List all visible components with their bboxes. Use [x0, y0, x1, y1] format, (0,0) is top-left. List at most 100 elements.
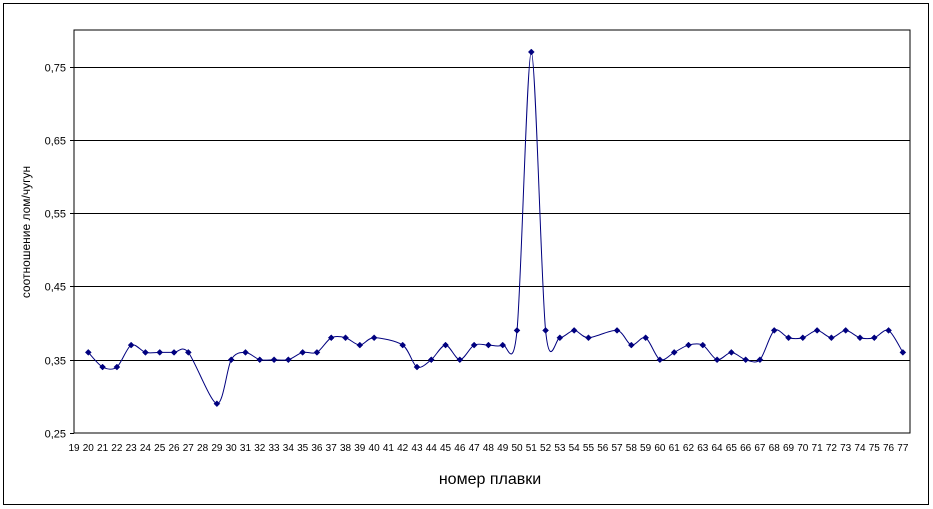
x-tick-label: 61	[669, 443, 681, 454]
x-tick-label: 35	[297, 443, 309, 454]
x-tick-label: 75	[869, 443, 881, 454]
data-point	[470, 341, 478, 349]
data-point	[270, 356, 278, 364]
x-tick-label: 64	[712, 443, 724, 454]
x-tick-label: 46	[454, 443, 466, 454]
data-point	[485, 341, 492, 349]
x-tick-label: 21	[97, 443, 109, 454]
data-point	[642, 334, 649, 342]
data-point	[685, 341, 692, 349]
data-point	[256, 356, 264, 364]
x-tick-label: 33	[269, 443, 281, 454]
y-axis-title: соотношение лом/чугун	[19, 166, 33, 298]
x-tick-label: 39	[354, 443, 366, 454]
data-point	[413, 363, 421, 371]
x-tick-label: 28	[197, 443, 209, 454]
data-point	[699, 341, 707, 349]
x-tick-label: 55	[583, 443, 595, 454]
data-point	[813, 327, 821, 334]
x-tick-label: 62	[683, 443, 695, 454]
data-point	[742, 356, 750, 364]
data-point	[756, 356, 764, 364]
data-point	[242, 349, 249, 356]
data-point	[585, 334, 592, 342]
x-tick-label: 77	[897, 443, 909, 454]
x-tick-label: 23	[126, 443, 138, 454]
y-tick-label: 0,35	[45, 356, 66, 368]
data-point	[513, 327, 521, 334]
y-axis-ticks: 0,25 0,35 0,45 0,55 0,65 0,75	[45, 63, 74, 441]
x-tick-label: 66	[740, 443, 752, 454]
x-tick-label: 53	[554, 443, 566, 454]
data-point	[728, 349, 735, 356]
data-point	[785, 334, 792, 342]
x-tick-label: 27	[183, 443, 195, 454]
data-point	[542, 327, 549, 334]
y-tick-label: 0,75	[45, 63, 66, 75]
x-tick-label: 60	[654, 443, 666, 454]
data-point	[170, 349, 178, 356]
data-point	[570, 327, 578, 334]
x-tick-label: 51	[526, 443, 538, 454]
data-point	[113, 363, 121, 371]
data-point	[99, 363, 106, 371]
data-point	[299, 349, 307, 356]
data-point	[213, 400, 221, 408]
data-point	[399, 341, 407, 349]
x-tick-label: 22	[111, 443, 123, 454]
data-point	[885, 327, 892, 334]
x-tick-label: 73	[840, 443, 852, 454]
data-point	[456, 356, 464, 364]
data-point	[627, 341, 635, 349]
x-tick-label: 43	[411, 443, 423, 454]
data-point	[899, 349, 907, 356]
data-point	[770, 327, 778, 334]
x-tick-label: 59	[640, 443, 652, 454]
data-point	[142, 349, 149, 356]
data-point	[713, 356, 721, 364]
x-tick-label: 26	[168, 443, 180, 454]
series-line	[87, 51, 904, 405]
chart-frame	[3, 3, 929, 505]
data-point	[670, 349, 678, 356]
data-point	[856, 334, 864, 342]
data-point	[842, 327, 850, 334]
x-tick-label: 71	[812, 443, 824, 454]
data-point	[799, 334, 807, 342]
x-tick-label: 76	[883, 443, 895, 454]
x-tick-label: 30	[226, 443, 238, 454]
data-point	[184, 349, 192, 356]
x-tick-label: 63	[697, 443, 709, 454]
data-point	[828, 334, 835, 342]
data-point	[656, 356, 664, 364]
x-tick-label: 40	[369, 443, 381, 454]
x-tick-label: 70	[797, 443, 809, 454]
y-tick-label: 0,55	[45, 209, 66, 221]
data-point	[327, 334, 335, 342]
x-tick-label: 49	[497, 443, 509, 454]
data-point	[499, 341, 507, 349]
data-point	[127, 341, 135, 349]
x-tick-label: 20	[83, 443, 95, 454]
plot-border	[73, 29, 911, 434]
x-tick-label: 68	[769, 443, 781, 454]
x-tick-label: 47	[469, 443, 481, 454]
data-point	[556, 334, 564, 342]
x-tick-label: 72	[826, 443, 838, 454]
data-point	[527, 48, 535, 56]
x-tick-label: 65	[726, 443, 738, 454]
x-tick-label: 42	[397, 443, 409, 454]
x-tick-label: 58	[626, 443, 638, 454]
x-axis-title: номер плавки	[439, 471, 541, 488]
data-point	[227, 356, 235, 364]
x-tick-label: 19	[68, 443, 80, 454]
x-tick-label: 24	[140, 443, 152, 454]
x-tick-label: 31	[240, 443, 252, 454]
data-point	[313, 349, 321, 356]
x-tick-label: 32	[254, 443, 266, 454]
x-tick-label: 54	[569, 443, 581, 454]
x-tick-label: 50	[511, 443, 523, 454]
data-point	[370, 334, 378, 342]
plot-area	[73, 29, 911, 434]
